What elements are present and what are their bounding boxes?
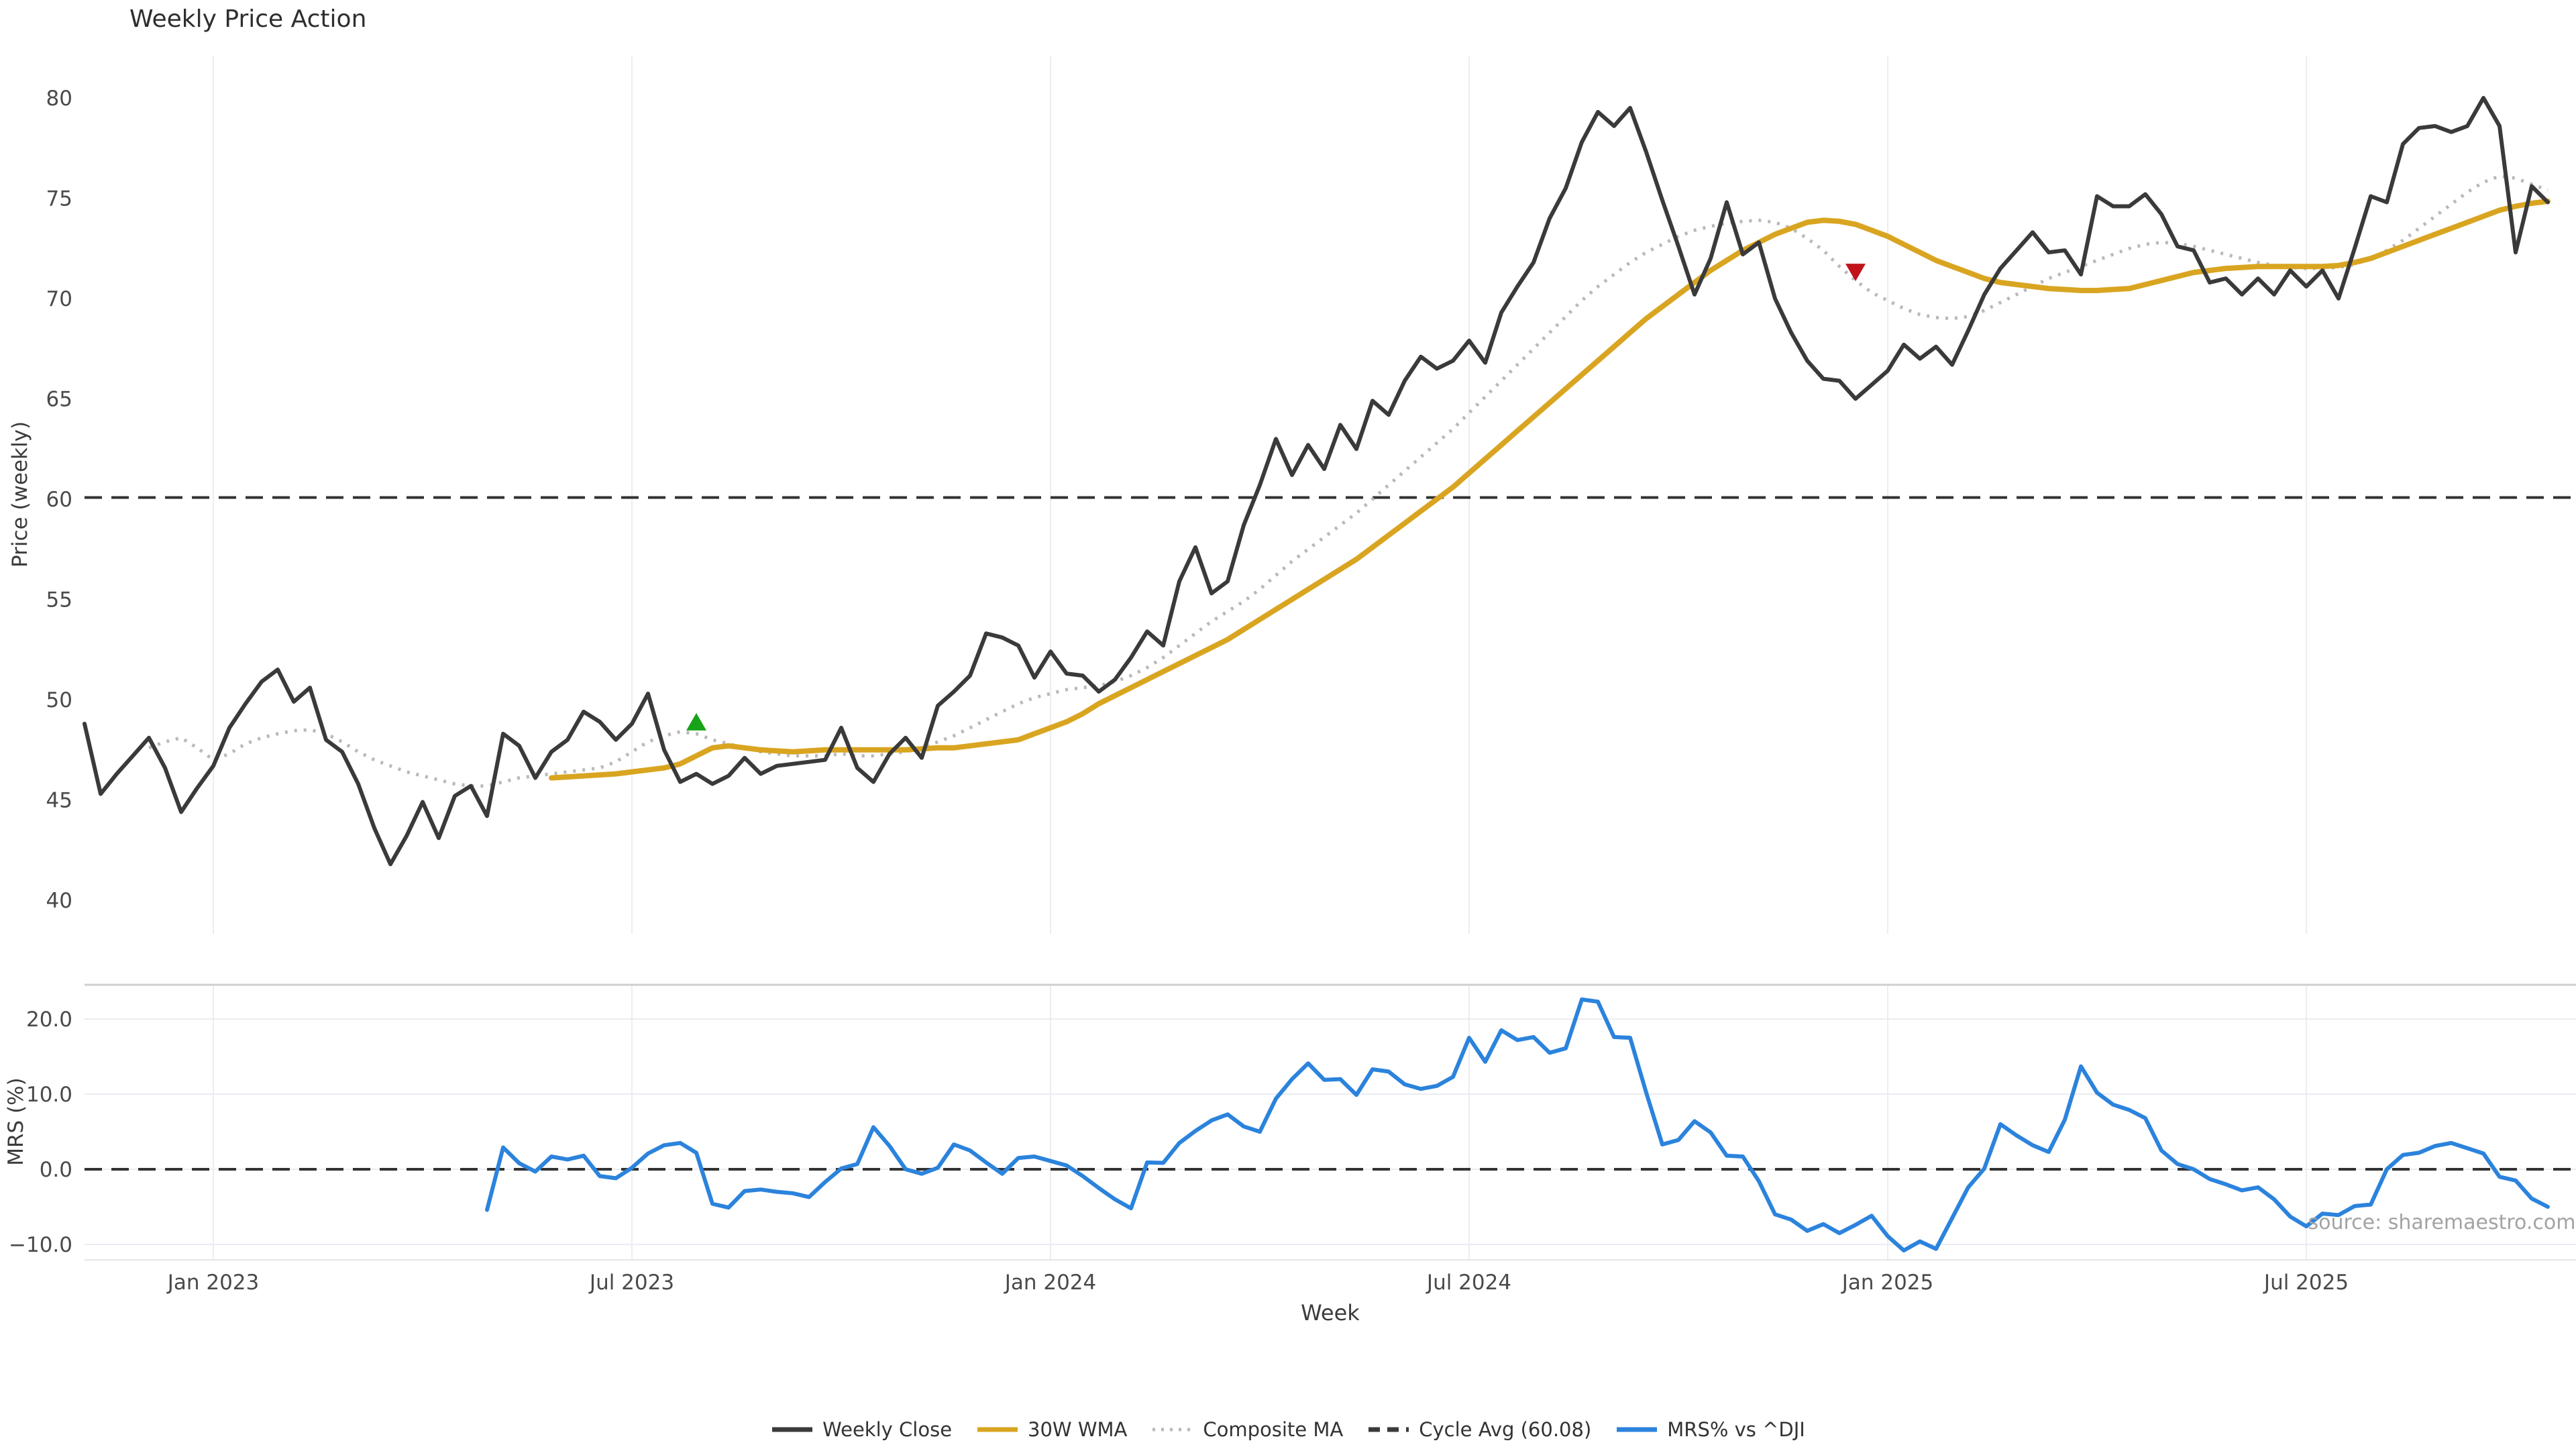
legend-item-composite-ma: Composite MA: [1151, 1418, 1343, 1441]
legend-label: Composite MA: [1203, 1418, 1344, 1441]
legend-solid-line-icon: [1617, 1427, 1658, 1432]
x-axis-label: Week: [1301, 1300, 1360, 1326]
price-axis-tick: 70: [46, 287, 72, 311]
chart-title: Weekly Price Action: [129, 5, 367, 33]
x-axis-tick: Jul 2024: [1426, 1271, 1511, 1295]
mrs-line: [485, 997, 2550, 1252]
legend-item-weekly-close: Weekly Close: [771, 1418, 952, 1441]
buy-signal-marker-icon: [686, 712, 706, 731]
price-axis-tick: 40: [46, 889, 72, 913]
x-axis-tick: Jan 2023: [166, 1271, 260, 1295]
legend-dashed-line-icon: [1368, 1427, 1409, 1432]
chart-legend: Weekly Close 30W WMA Composite MA Cycle Avg…: [0, 1418, 2576, 1441]
mrs-axis-label: MRS (%): [4, 1077, 28, 1165]
price-axis-tick: 80: [46, 87, 72, 111]
legend-solid-line-icon: [772, 1427, 813, 1432]
price-axis-tick: 60: [46, 488, 72, 512]
weekly-close-line: [83, 96, 2550, 867]
x-axis-tick: Jan 2024: [1004, 1271, 1097, 1295]
price-axis-label: Price (weekly): [8, 421, 32, 568]
price-axis-tick: 75: [46, 187, 72, 211]
price-axis-tick: 45: [46, 789, 72, 813]
mrs-axis-tick: 20.0: [26, 1008, 72, 1032]
price-axis-tick: 65: [46, 388, 72, 412]
x-axis-tick: Jan 2025: [1841, 1271, 1934, 1295]
legend-label: Weekly Close: [822, 1418, 953, 1441]
x-axis-tick: Jul 2025: [2263, 1271, 2349, 1295]
legend-label: Cycle Avg (60.08): [1419, 1418, 1592, 1441]
sell-signal-marker-icon: [1845, 264, 1866, 282]
x-axis-tick: Jul 2023: [588, 1271, 674, 1295]
legend-dotted-line-icon: [1152, 1428, 1193, 1432]
price-axis-tick: 50: [46, 688, 72, 712]
composite-ma-line: [148, 174, 2548, 788]
price-axis-tick: 55: [46, 588, 72, 612]
legend-solid-line-icon: [977, 1427, 1018, 1432]
mrs-axis-tick: 10.0: [26, 1083, 72, 1107]
legend-label: 30W WMA: [1028, 1418, 1128, 1441]
mrs-axis-tick: 0.0: [40, 1158, 72, 1182]
mrs-axis-tick: −10.0: [9, 1233, 72, 1257]
source-note: source: sharemaestro.com: [2308, 1211, 2576, 1234]
legend-label: MRS% vs ^DJI: [1667, 1418, 1805, 1441]
wma-30w-line: [549, 199, 2551, 781]
legend-item-mrs-vs-dji: MRS% vs ^DJI: [1615, 1418, 1805, 1441]
legend-item-cycle-avg-60-08-: Cycle Avg (60.08): [1367, 1418, 1591, 1441]
legend-item-30w-wma: 30W WMA: [976, 1418, 1127, 1441]
